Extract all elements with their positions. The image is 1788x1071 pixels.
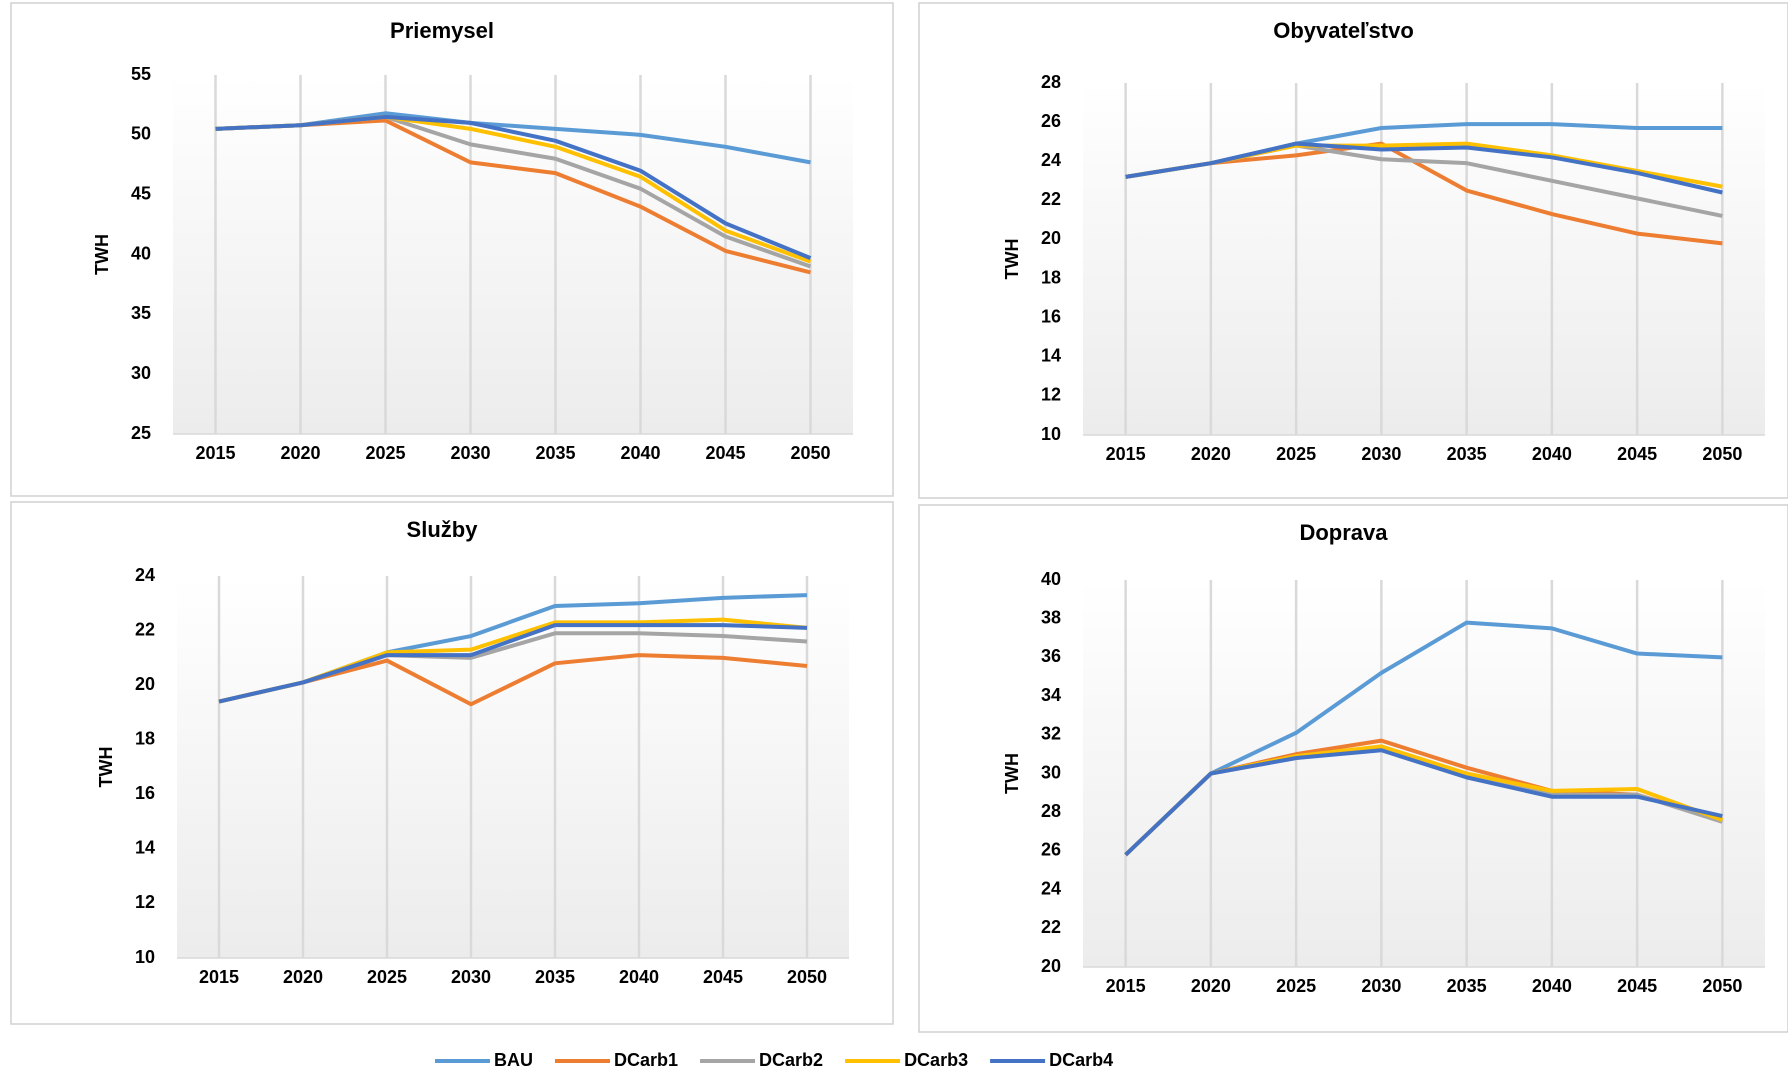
y-tick-label: 20 (1041, 956, 1061, 976)
chart-title: Služby (407, 517, 479, 542)
y-axis-label: TWH (96, 747, 116, 788)
legend-label: DCarb1 (614, 1050, 678, 1070)
x-tick-label: 2015 (199, 967, 239, 987)
legend-label: DCarb2 (759, 1050, 823, 1070)
y-tick-label: 20 (135, 674, 155, 694)
y-tick-label: 12 (1041, 385, 1061, 405)
y-tick-label: 45 (131, 183, 151, 203)
x-tick-label: 2020 (283, 967, 323, 987)
chart-title: Obyvateľstvo (1273, 18, 1414, 43)
x-tick-label: 2025 (365, 443, 405, 463)
x-tick-label: 2025 (1276, 444, 1316, 464)
y-axis-label: TWH (1002, 753, 1022, 794)
series-line (1124, 620, 1723, 857)
y-tick-label: 22 (135, 619, 155, 639)
y-tick-label: 26 (1041, 840, 1061, 860)
y-tick-label: 16 (135, 783, 155, 803)
x-tick-label: 2035 (535, 967, 575, 987)
x-tick-label: 2045 (1617, 444, 1657, 464)
x-tick-label: 2035 (1447, 444, 1487, 464)
x-tick-label: 2040 (1532, 444, 1572, 464)
x-tick-label: 2050 (1702, 444, 1742, 464)
x-tick-label: 2050 (1702, 976, 1742, 996)
y-tick-label: 40 (1041, 569, 1061, 589)
y-tick-label: 14 (1041, 346, 1061, 366)
x-tick-label: 2015 (1106, 444, 1146, 464)
x-tick-label: 2020 (1191, 976, 1231, 996)
chart-title: Doprava (1299, 520, 1388, 545)
x-tick-label: 2040 (620, 443, 660, 463)
y-tick-label: 18 (135, 728, 155, 748)
series-line (215, 114, 812, 260)
y-tick-label: 55 (131, 64, 151, 84)
x-tick-label: 2045 (703, 967, 743, 987)
series-line (1124, 748, 1723, 857)
y-tick-label: 26 (1041, 111, 1061, 131)
y-tick-label: 24 (135, 565, 155, 585)
y-tick-label: 50 (131, 124, 151, 144)
y-tick-label: 35 (131, 303, 151, 323)
y-tick-label: 18 (1041, 267, 1061, 287)
y-tick-label: 25 (131, 423, 151, 443)
y-tick-label: 28 (1041, 72, 1061, 92)
y-tick-label: 24 (1041, 878, 1061, 898)
series-line (218, 623, 808, 704)
x-tick-label: 2040 (619, 967, 659, 987)
x-tick-label: 2030 (451, 967, 491, 987)
y-tick-label: 16 (1041, 306, 1061, 326)
legend-label: BAU (494, 1050, 533, 1070)
y-tick-label: 38 (1041, 607, 1061, 627)
y-tick-label: 40 (131, 243, 151, 263)
series-line (1125, 141, 1723, 195)
y-tick-label: 20 (1041, 228, 1061, 248)
y-tick-label: 10 (135, 947, 155, 967)
x-tick-label: 2035 (1447, 976, 1487, 996)
plot-area (177, 576, 849, 958)
y-tick-label: 32 (1041, 724, 1061, 744)
y-tick-label: 36 (1041, 646, 1061, 666)
x-tick-label: 2045 (705, 443, 745, 463)
x-tick-label: 2030 (1361, 444, 1401, 464)
x-tick-label: 2030 (450, 443, 490, 463)
x-tick-label: 2020 (280, 443, 320, 463)
y-tick-label: 22 (1041, 917, 1061, 937)
plot-area (1083, 83, 1765, 435)
chart-title: Priemysel (390, 18, 494, 43)
x-tick-label: 2025 (1276, 976, 1316, 996)
y-tick-label: 34 (1041, 685, 1061, 705)
x-tick-label: 2050 (790, 443, 830, 463)
x-tick-label: 2030 (1361, 976, 1401, 996)
y-axis-label: TWH (1002, 239, 1022, 280)
y-tick-label: 14 (135, 838, 155, 858)
y-tick-label: 30 (131, 363, 151, 383)
y-tick-label: 28 (1041, 801, 1061, 821)
y-tick-label: 24 (1041, 150, 1061, 170)
x-tick-label: 2025 (367, 967, 407, 987)
x-tick-label: 2015 (1106, 976, 1146, 996)
y-axis-label: TWH (92, 234, 112, 275)
x-tick-label: 2035 (535, 443, 575, 463)
plot-area (1083, 580, 1765, 967)
y-tick-label: 12 (135, 892, 155, 912)
x-tick-label: 2020 (1191, 444, 1231, 464)
x-tick-label: 2045 (1617, 976, 1657, 996)
y-tick-label: 10 (1041, 424, 1061, 444)
x-tick-label: 2015 (195, 443, 235, 463)
x-tick-label: 2040 (1532, 976, 1572, 996)
y-tick-label: 22 (1041, 189, 1061, 209)
legend-label: DCarb3 (904, 1050, 968, 1070)
y-tick-label: 30 (1041, 762, 1061, 782)
legend-label: DCarb4 (1049, 1050, 1113, 1070)
plot-area (173, 75, 853, 434)
x-tick-label: 2050 (787, 967, 827, 987)
